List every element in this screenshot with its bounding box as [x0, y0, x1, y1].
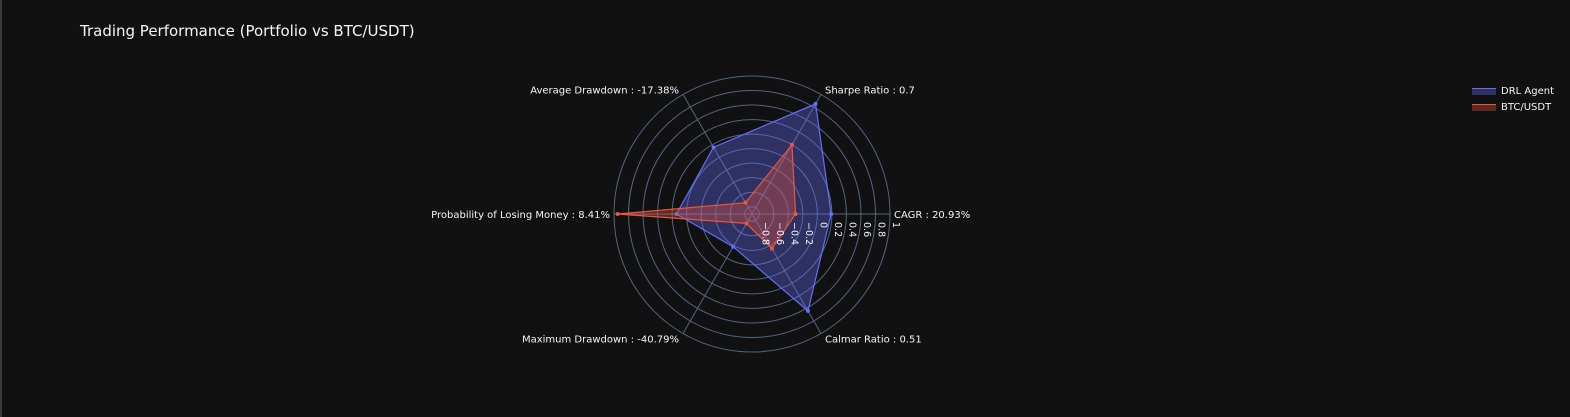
radial-tick-label: −0.8 — [759, 222, 770, 245]
radial-tick-label: 0.4 — [846, 222, 857, 237]
chart-title: Trading Performance (Portfolio vs BTC/US… — [80, 22, 415, 40]
radar-series — [615, 101, 834, 313]
radial-tick-label: −0.4 — [788, 222, 799, 245]
left-border — [0, 0, 2, 417]
axis-label: Calmar Ratio : 0.51 — [825, 335, 922, 346]
axis-label: Sharpe Ratio : 0.7 — [825, 85, 915, 96]
series-point[interactable] — [674, 212, 679, 216]
legend-item-btc-usdt[interactable]: BTC/USDT — [1472, 99, 1554, 115]
grid-spoke — [751, 94, 822, 215]
legend-item-drl-agent[interactable]: DRL Agent — [1472, 83, 1554, 99]
series-point[interactable] — [615, 212, 620, 216]
radial-tick-label: 0.8 — [875, 222, 886, 237]
series-point[interactable] — [743, 200, 748, 205]
series-point[interactable] — [813, 101, 818, 106]
axis-label: Probability of Losing Money : 8.41% — [431, 210, 610, 221]
series-point[interactable] — [789, 142, 794, 147]
series-point[interactable] — [793, 212, 798, 216]
axis-label: Maximum Drawdown : -40.79% — [522, 335, 679, 346]
radial-tick-label: −0.2 — [803, 222, 814, 245]
radar-grid — [613, 75, 891, 353]
legend-label-drl-agent: DRL Agent — [1501, 85, 1554, 97]
series-point[interactable] — [711, 145, 716, 150]
legend-swatch-drl-agent — [1472, 87, 1496, 95]
axis-label: Average Drawdown : -17.38% — [530, 85, 679, 96]
radial-tick-label: 0.2 — [832, 222, 843, 237]
radar-axis-labels: CAGR : 20.93% Sharpe Ratio : 0.7 Average D… — [431, 85, 970, 345]
legend-swatch-btc-usdt — [1472, 103, 1496, 111]
series-point[interactable] — [744, 221, 749, 226]
series-point[interactable] — [769, 246, 774, 251]
grid-spoke — [682, 94, 753, 215]
radial-tick-label: −0.6 — [774, 222, 785, 245]
legend: DRL Agent BTC/USDT — [1472, 83, 1554, 115]
series-point[interactable] — [731, 244, 736, 249]
axis-label: CAGR : 20.93% — [894, 210, 970, 221]
grid-spoke — [682, 213, 753, 334]
radar-radial-ticks: −0.8 −0.6 −0.4 −0.2 0 0.2 0.4 0.6 0.8 1 — [759, 222, 901, 245]
radial-tick-label: 0.6 — [861, 222, 872, 237]
series-point[interactable] — [829, 212, 834, 216]
radial-tick-label: 1 — [890, 222, 901, 228]
series-point[interactable] — [805, 308, 810, 313]
grid-spoke — [751, 213, 822, 334]
legend-label-btc-usdt: BTC/USDT — [1501, 101, 1552, 113]
radial-tick-label: 0 — [817, 222, 828, 228]
